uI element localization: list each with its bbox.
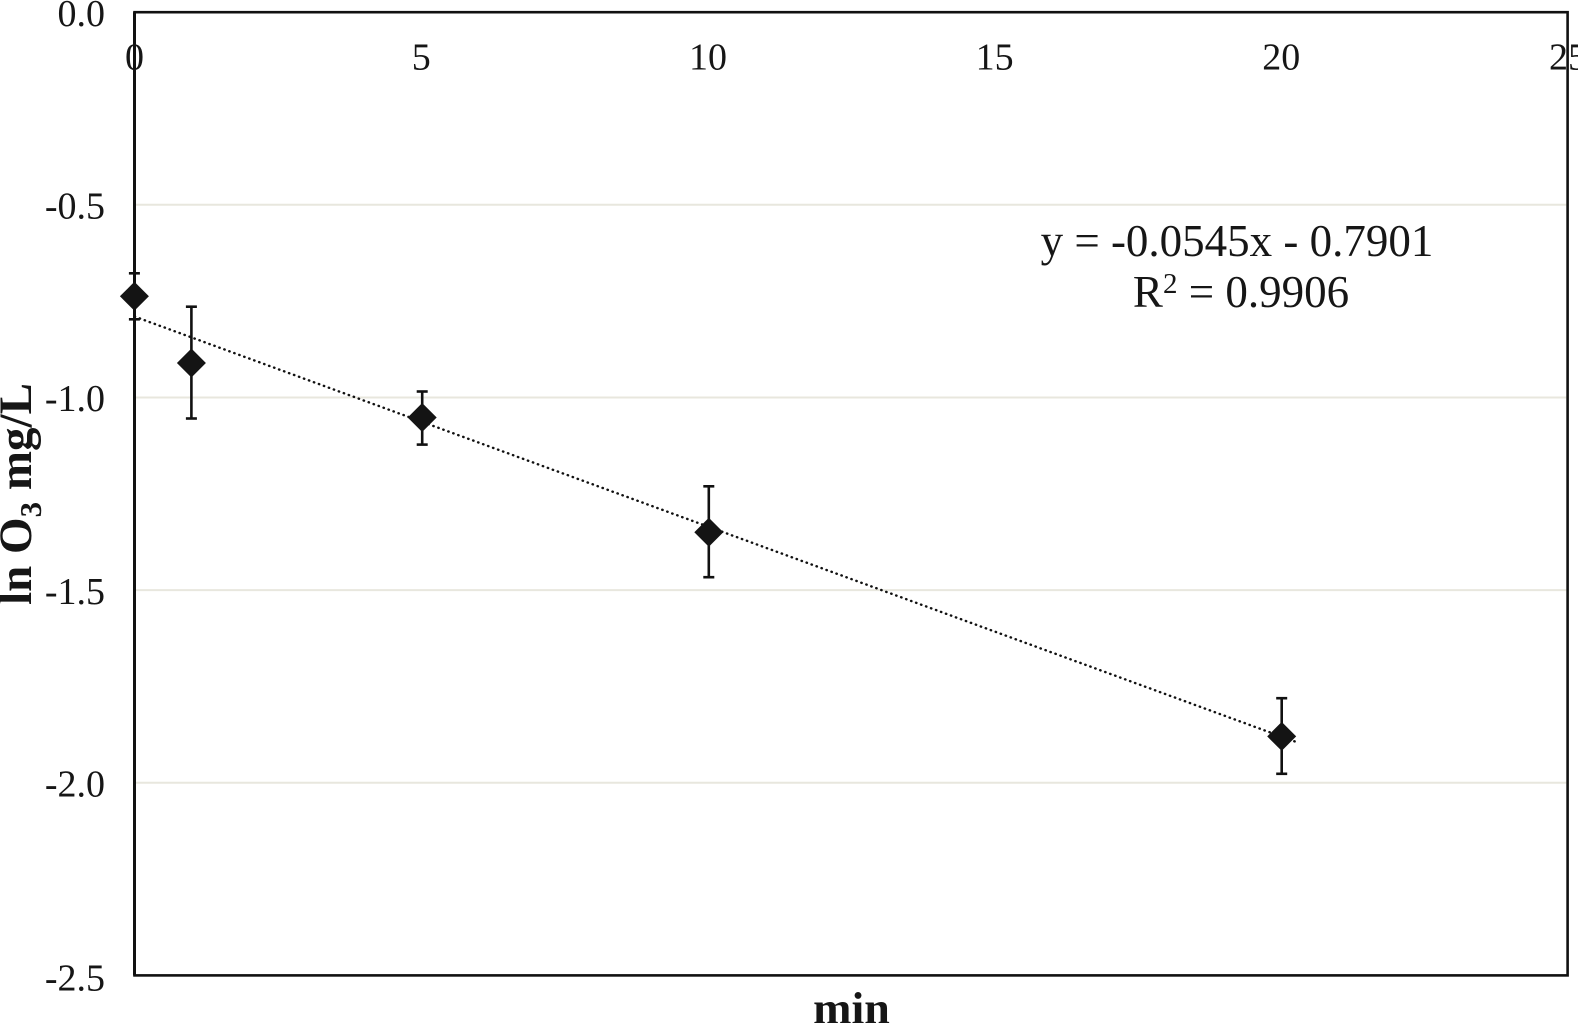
svg-text:25: 25 bbox=[1549, 36, 1578, 78]
svg-text:y = -0.0545x - 0.7901: y = -0.0545x - 0.7901 bbox=[1041, 216, 1434, 266]
svg-text:-2.5: -2.5 bbox=[45, 958, 105, 1000]
svg-text:-2.0: -2.0 bbox=[45, 764, 105, 806]
svg-text:-1.5: -1.5 bbox=[45, 571, 105, 613]
svg-text:min: min bbox=[813, 983, 890, 1023]
svg-text:0: 0 bbox=[125, 36, 144, 78]
svg-text:15: 15 bbox=[976, 36, 1014, 78]
svg-text:-0.5: -0.5 bbox=[45, 186, 105, 228]
svg-text:0.0: 0.0 bbox=[58, 0, 106, 35]
svg-text:-1.0: -1.0 bbox=[45, 378, 105, 420]
svg-text:5: 5 bbox=[412, 36, 431, 78]
svg-text:R2 = 0.9906: R2 = 0.9906 bbox=[1133, 267, 1349, 317]
svg-text:20: 20 bbox=[1262, 36, 1300, 78]
svg-text:10: 10 bbox=[689, 36, 727, 78]
svg-text:ln O3 mg/L: ln O3 mg/L bbox=[0, 383, 48, 605]
